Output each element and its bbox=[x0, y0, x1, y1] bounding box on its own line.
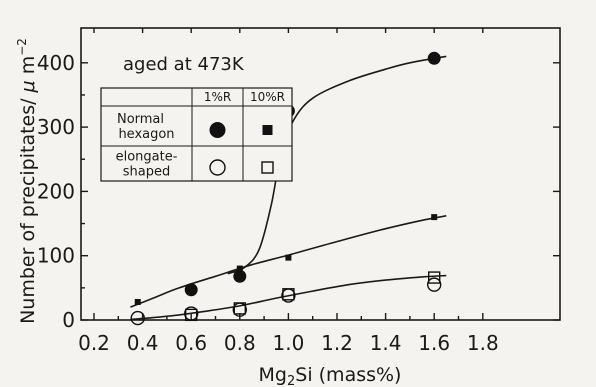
fit-curve-2 bbox=[130, 215, 447, 308]
legend-row-label: Normal bbox=[117, 112, 164, 127]
annotation-aged: aged at 473K bbox=[123, 54, 245, 75]
x-tick-label: 0.8 bbox=[224, 331, 256, 355]
fit-curve-1 bbox=[227, 55, 447, 275]
fit-curve-3 bbox=[130, 274, 447, 321]
data-point-filled-circle bbox=[184, 283, 198, 297]
x-axis-title-part-1: Mg bbox=[259, 364, 287, 386]
legend-row-label: shaped bbox=[123, 165, 170, 180]
x-tick-label: 1.4 bbox=[370, 331, 402, 355]
tick-labels: 0.2 0.4 0.6 0.8 1.0 1.2 1.4 1.6 1.8 0 100 200 300 400 bbox=[37, 51, 499, 355]
y-axis-title: Number of precipitates/ μ m−2 bbox=[15, 38, 39, 324]
data-point-filled-square bbox=[236, 265, 243, 272]
legend-symbol-open-square bbox=[261, 161, 274, 174]
y-tick-label: 0 bbox=[62, 308, 75, 332]
legend-box bbox=[100, 87, 293, 182]
y-axis-title-exponent: −2 bbox=[15, 38, 29, 56]
data-point-open-square bbox=[282, 288, 295, 301]
data-point-open-circle bbox=[427, 277, 442, 292]
x-tick-label: 1.0 bbox=[272, 331, 304, 355]
x-axis-title-subscript: 2 bbox=[287, 374, 295, 387]
legend-symbol-open-circle bbox=[209, 159, 226, 176]
x-axis-title-part-3: Si (mass%) bbox=[295, 364, 401, 386]
y-axis-title-part-1: Number of precipitates/ bbox=[17, 92, 39, 324]
data-point-filled-square bbox=[431, 214, 438, 221]
data-point-open-square bbox=[428, 271, 441, 284]
data-point-open-square bbox=[233, 302, 247, 315]
y-axis-title-m: m bbox=[17, 56, 39, 81]
y-tick-label: 100 bbox=[37, 244, 75, 268]
legend-symbol-filled-circle bbox=[209, 122, 226, 138]
y-tick-label: 300 bbox=[37, 115, 75, 139]
x-tick-label: 1.2 bbox=[321, 331, 353, 355]
legend-col-header: 10%R bbox=[250, 90, 285, 104]
x-axis-title: Mg2Si (mass%) bbox=[259, 364, 402, 387]
x-tick-label: 0.2 bbox=[78, 331, 110, 355]
legend-symbol-filled-square bbox=[262, 125, 273, 135]
x-tick-label: 1.8 bbox=[467, 331, 499, 355]
fit-curves bbox=[130, 55, 447, 321]
y-axis-title-mu: μ bbox=[17, 80, 39, 93]
axes bbox=[80, 27, 561, 321]
x-tick-label: 0.4 bbox=[127, 331, 159, 355]
legend-col-header: 1%R bbox=[204, 90, 231, 104]
plot-frame bbox=[80, 27, 561, 321]
data-point-filled-square bbox=[285, 254, 292, 261]
x-tick-label: 1.6 bbox=[418, 331, 450, 355]
y-tick-label: 200 bbox=[37, 179, 75, 203]
data-point-open-circle bbox=[130, 310, 145, 326]
data-point-filled-circle bbox=[427, 51, 441, 65]
data-point-filled-circle bbox=[233, 269, 247, 283]
x-tick-label: 0.6 bbox=[175, 331, 207, 355]
data-point-filled-square bbox=[134, 298, 141, 305]
y-tick-label: 400 bbox=[37, 51, 75, 75]
data-point-open-square bbox=[184, 308, 198, 322]
legend-row-label: hexagon bbox=[118, 127, 174, 142]
legend-row-label: elongate- bbox=[116, 150, 178, 165]
